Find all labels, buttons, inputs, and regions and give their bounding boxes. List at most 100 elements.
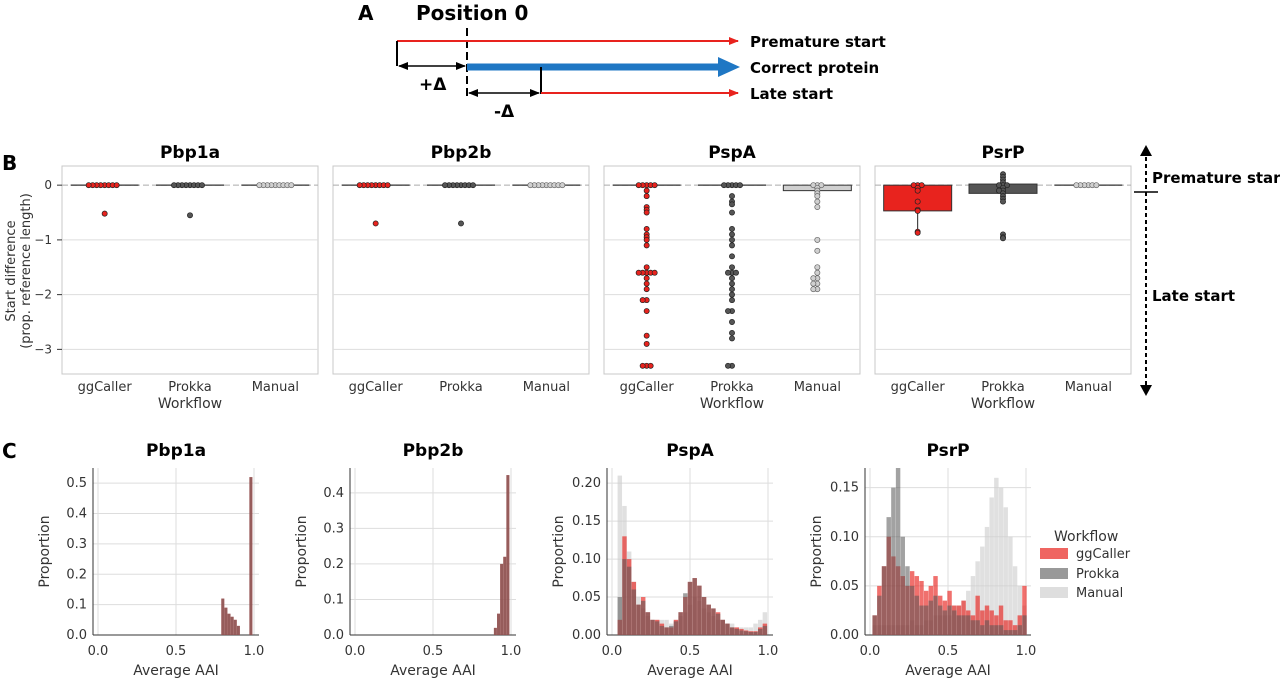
direction-arrow-up-icon xyxy=(1140,145,1152,156)
y-tick-label: 0.15 xyxy=(830,481,859,496)
hist-bar-prokka xyxy=(715,613,721,635)
panel-a-letter: A xyxy=(358,1,374,25)
legend-label-ggcaller: ggCaller xyxy=(1076,547,1131,562)
hist-bar-manual xyxy=(980,546,985,635)
hist-bar-ggcaller xyxy=(1003,620,1008,635)
strip-plot-psrp: PsrP ggCaller Prokka Manual xyxy=(874,143,1132,395)
hist-bar-prokka xyxy=(984,620,990,635)
hist-bar-prokka xyxy=(221,598,225,635)
data-point-manual xyxy=(810,182,817,189)
data-point-prokka xyxy=(729,297,735,304)
histogram-pbp2b: Pbp2b 0.0 0.5 1.0 0.0 0.1 0.2 0.3 0.4 Average AAI… xyxy=(294,441,521,679)
data-point-manual xyxy=(559,182,566,189)
data-point-manual xyxy=(814,204,821,211)
legend-swatch-ggcaller xyxy=(1040,548,1068,559)
hist-bar-prokka xyxy=(1012,630,1018,635)
x-tick-label: Prokka xyxy=(710,380,753,395)
hist-bar-manual xyxy=(1003,507,1008,635)
y-tick-label: 0.05 xyxy=(572,590,601,605)
data-point-prokka xyxy=(458,220,464,227)
data-point-ggcaller xyxy=(651,269,658,276)
x-axis-label: Average AAI xyxy=(133,663,219,679)
hist-bar-prokka xyxy=(877,595,882,635)
hist-bar-prokka xyxy=(236,625,240,635)
hist-bar-manual xyxy=(1008,536,1013,635)
data-point-ggcaller xyxy=(643,242,650,249)
hist-bar-prokka xyxy=(678,612,683,635)
data-point-prokka xyxy=(725,269,731,276)
hist-bar-prokka xyxy=(743,631,749,635)
hist-bar-prokka xyxy=(729,627,735,635)
y-tick-label: −1 xyxy=(34,233,52,247)
data-point-manual xyxy=(814,247,821,254)
hist-bar-prokka xyxy=(725,623,730,635)
data-point-ggcaller xyxy=(651,182,658,189)
hist-bar-prokka xyxy=(706,604,711,635)
hist-bar-ggcaller xyxy=(998,605,1004,635)
hist-bar-prokka xyxy=(739,630,744,635)
x-axis-label: Average AAI xyxy=(647,663,733,679)
x-tick-label: 1.0 xyxy=(758,644,779,659)
y-tick-label: 0.2 xyxy=(323,557,344,572)
data-point-ggcaller xyxy=(643,193,650,200)
hist-bar-ggcaller xyxy=(1022,585,1027,635)
y-tick-label: 0.00 xyxy=(830,628,859,643)
data-point-manual xyxy=(814,198,821,205)
hist-bar-prokka xyxy=(942,610,948,635)
y-tick-label: −3 xyxy=(34,342,52,356)
data-point-manual xyxy=(527,182,534,189)
arrow-premature-label: Premature start xyxy=(1152,169,1280,187)
hist-bar-prokka xyxy=(872,615,877,635)
data-point-manual xyxy=(814,269,821,276)
hist-bar-prokka xyxy=(636,604,641,635)
hist-bar-prokka xyxy=(249,477,253,635)
plot-frame xyxy=(332,165,590,375)
arrow-late-label: Late start xyxy=(1152,287,1235,305)
y-axis-label: Proportion xyxy=(294,515,310,587)
hist-bar-prokka xyxy=(900,536,905,635)
x-tick-label: Prokka xyxy=(168,380,211,395)
y-axis-label: Proportion xyxy=(37,515,53,587)
data-point-prokka xyxy=(729,231,735,238)
y-tick-label: 0.4 xyxy=(323,486,344,501)
legend-swatch-manual xyxy=(1040,587,1068,598)
hist-bar-ggcaller xyxy=(989,610,994,635)
hist-bar-manual xyxy=(970,576,976,635)
hist-bar-prokka xyxy=(650,619,655,635)
data-point-ggcaller xyxy=(643,286,650,293)
data-point-ggcaller xyxy=(372,220,379,227)
x-tick-label: 0.0 xyxy=(602,644,623,659)
subplot-title: Pbp2b xyxy=(431,143,492,163)
data-point-ggcaller xyxy=(643,264,650,271)
data-point-ggcaller xyxy=(643,340,650,347)
data-point-ggcaller xyxy=(914,207,921,214)
x-tick-label: 0.5 xyxy=(938,644,959,659)
x-tick-label: Manual xyxy=(1065,380,1112,395)
data-point-prokka xyxy=(721,182,727,189)
data-point-prokka xyxy=(1000,235,1006,242)
x-axis-label: Workflow xyxy=(158,396,222,412)
hist-bar-prokka xyxy=(891,487,896,635)
data-point-manual xyxy=(818,182,825,189)
hist-bar-prokka xyxy=(669,625,674,635)
hist-bar-prokka xyxy=(659,625,665,635)
data-point-prokka xyxy=(729,242,735,249)
panel-a: A Position 0 Premature start Correct pro… xyxy=(358,1,886,122)
plot-frame xyxy=(61,165,319,375)
x-tick-label: 0.5 xyxy=(680,644,701,659)
x-tick-label: Manual xyxy=(523,380,570,395)
hist-bar-manual xyxy=(1012,566,1018,635)
data-point-ggcaller xyxy=(643,275,650,282)
y-tick-label: 0.0 xyxy=(66,628,87,643)
hist-bar-prokka xyxy=(994,625,999,635)
panel-b-plots: Pbp1a 0 −1 −2 −3 ggCaller Prokka Manual Pbp2b ggC… xyxy=(34,143,1132,412)
hist-bar-prokka xyxy=(626,566,632,635)
data-point-ggcaller xyxy=(639,297,646,304)
data-point-manual xyxy=(288,182,295,189)
hist-bar-prokka xyxy=(966,615,971,635)
subplot-title: PsrP xyxy=(926,441,969,461)
panel-b: B Start difference (prop. reference leng… xyxy=(2,143,1280,412)
subplot-title: Pbp1a xyxy=(146,441,206,461)
data-point-manual xyxy=(814,236,821,243)
